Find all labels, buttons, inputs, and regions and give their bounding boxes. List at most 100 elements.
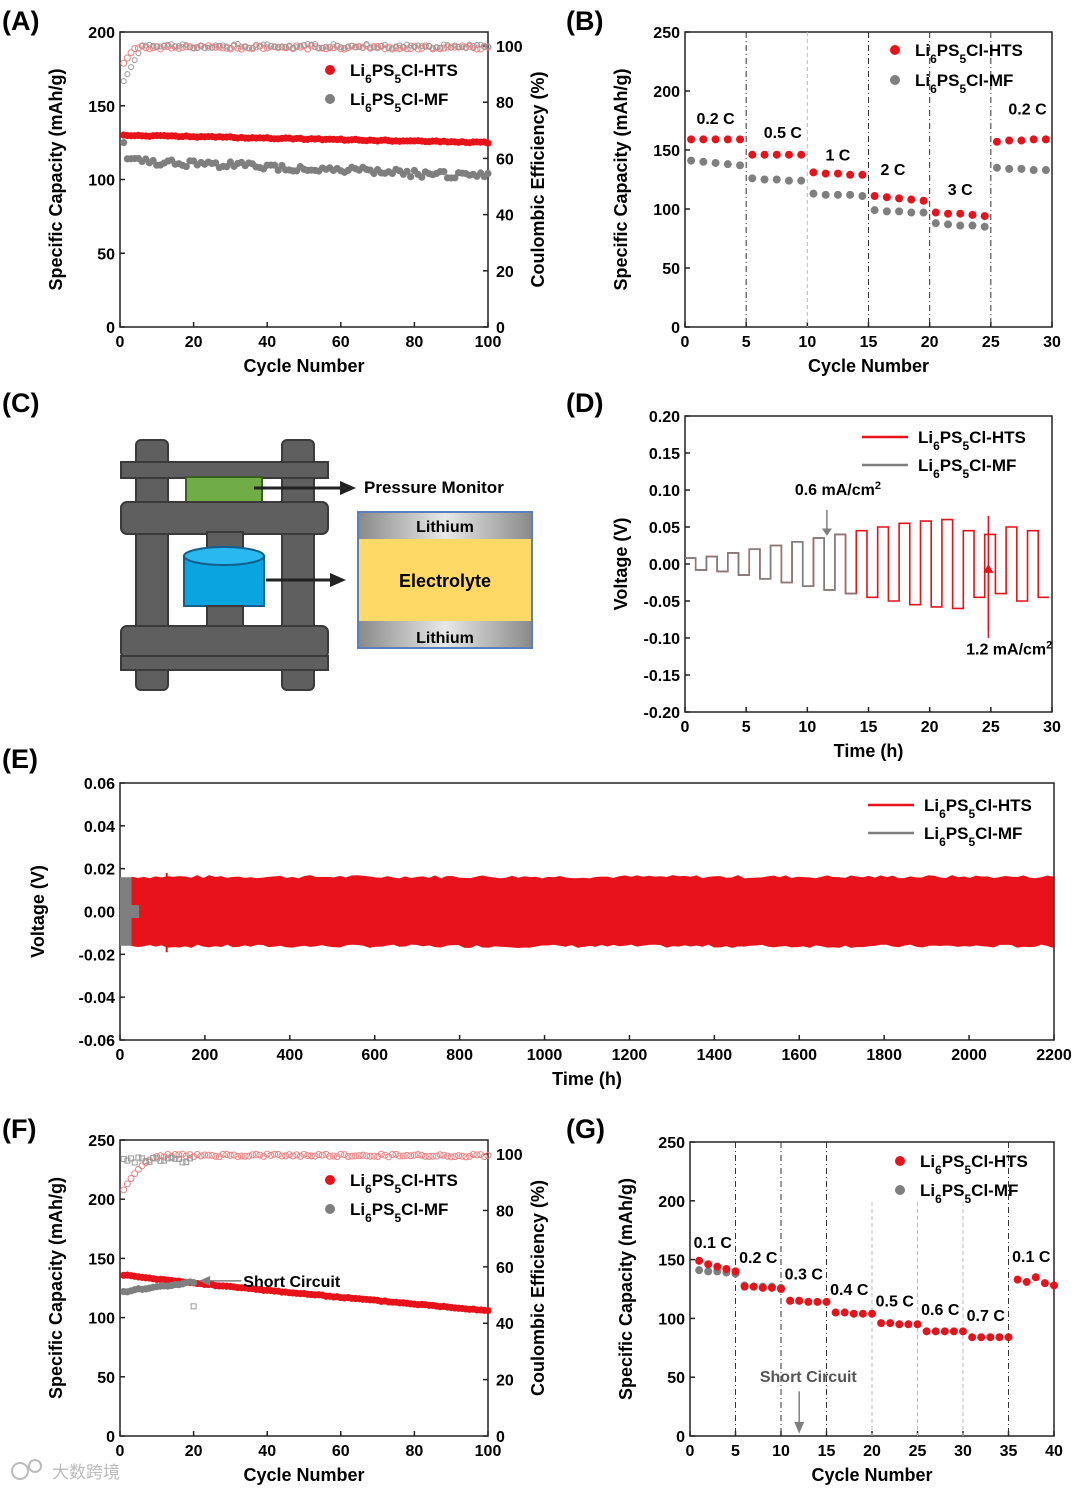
- y-right-tick-label: 80: [496, 1203, 514, 1220]
- ce-point-hts: [410, 1151, 418, 1159]
- ce-point-hts: [477, 1151, 485, 1159]
- capacity-point-hts: [813, 1297, 822, 1306]
- ce-point-mf: [175, 43, 182, 50]
- pressure-sensor: [185, 476, 263, 504]
- legend-marker-hts: [895, 1156, 905, 1166]
- capacity-point-hts: [749, 1282, 758, 1291]
- ce-point-hts: [127, 1174, 135, 1182]
- x-axis-label: Cycle Number: [243, 1465, 364, 1485]
- capacity-point-mf: [944, 220, 953, 229]
- capacity-point-mf: [846, 190, 855, 199]
- x-tick-label: 10: [798, 719, 816, 736]
- ce-point-hts: [260, 45, 268, 53]
- capacity-point-hts: [868, 1309, 876, 1318]
- ce-point-hts: [278, 1152, 286, 1160]
- ce-point-hts: [374, 43, 382, 51]
- ce-point-mf: [172, 1155, 179, 1162]
- ce-point-mf: [264, 41, 271, 48]
- capacity-point-hts: [882, 193, 891, 202]
- ce-point-mf: [356, 43, 363, 50]
- chart-g: 0 5 10 15 20 25 30 35 40 0 50 100 150 200 250 Cycle Num…: [616, 1135, 1063, 1485]
- ce-point-mf: [330, 41, 337, 48]
- short-circuit-arrow-head: [199, 1275, 211, 1286]
- ce-point-hts: [359, 1151, 367, 1159]
- ce-point-hts: [234, 1152, 242, 1160]
- cell-stack-frame: [357, 511, 533, 649]
- capacity-point-hts: [722, 1265, 731, 1274]
- legend-label-hts: Li6PS5Cl-HTS: [915, 41, 1023, 66]
- x-tick-label: 60: [332, 334, 350, 351]
- ce-point-hts: [421, 1152, 429, 1160]
- pressure-cell-schematic: Pressure Monitor Lithium Electrolyte Lit…: [120, 439, 533, 691]
- ce-point-mf: [186, 44, 193, 51]
- ce-point-mf: [341, 44, 348, 51]
- capacity-point-mf: [968, 221, 977, 230]
- ce-point-mf: [131, 57, 138, 64]
- x-axis-label: Cycle Number: [811, 1465, 932, 1485]
- ce-point-mf: [120, 78, 127, 85]
- ce-point-hts: [190, 1153, 198, 1161]
- legend-label-mf: Li6PS5Cl-MF: [350, 1200, 448, 1225]
- ce-point-mf: [304, 40, 311, 47]
- ce-point-hts: [466, 42, 474, 50]
- ce-point-mf: [157, 1157, 164, 1164]
- ce-point-hts: [377, 1150, 385, 1158]
- y-tick-label: -0.10: [644, 631, 681, 648]
- capacity-point-mf: [1005, 164, 1014, 173]
- ce-point-hts: [385, 1153, 393, 1161]
- capacity-point-mf: [484, 169, 492, 178]
- x-tick-label: 2200: [1036, 1047, 1072, 1064]
- ce-point-mf: [323, 43, 330, 50]
- legend-label-hts: Li6PS5Cl-HTS: [350, 61, 458, 86]
- ce-point-mf: [124, 71, 131, 78]
- x-tick-label: 60: [332, 1443, 350, 1460]
- ce-point-hts: [462, 1153, 470, 1161]
- pressure-monitor-label: Pressure Monitor: [364, 478, 504, 497]
- ce-point-mf: [470, 44, 477, 51]
- y-right-tick-label: 20: [496, 1373, 514, 1390]
- ce-point-mf: [315, 44, 322, 51]
- arrow-06-head: [821, 528, 832, 536]
- ce-point-hts: [226, 1151, 234, 1159]
- ce-point-hts: [425, 1153, 433, 1161]
- ce-point-mf: [238, 43, 245, 50]
- ce-point-hts: [407, 44, 415, 52]
- x-tick-label: 600: [361, 1047, 388, 1064]
- panel-label-g: (G): [566, 1114, 605, 1144]
- ce-point-hts: [414, 1150, 422, 1158]
- capacity-point-hts: [736, 135, 745, 144]
- lithium-bottom-layer: [359, 621, 531, 647]
- ce-point-hts: [204, 1151, 212, 1159]
- capacity-point-mf: [1017, 164, 1026, 173]
- capacity-point-mf: [704, 1267, 713, 1276]
- ce-point-hts: [263, 1150, 271, 1158]
- ce-point-hts: [300, 1150, 308, 1158]
- upper-press-plate: [120, 501, 329, 535]
- legend-label-mf: Li6PS5Cl-MF: [920, 1181, 1018, 1206]
- panel-label-e: (E): [2, 744, 38, 774]
- ce-point-hts: [322, 1150, 330, 1158]
- legend-marker-hts: [890, 45, 900, 55]
- ce-point-hts: [293, 42, 301, 50]
- rate-label: 0.1 C: [694, 1235, 733, 1252]
- capacity-point-mf: [882, 207, 891, 216]
- ce-point-hts: [429, 1152, 437, 1160]
- capacity-point-hts: [949, 1327, 958, 1336]
- ce-point-hts: [256, 1151, 264, 1159]
- capacity-point-mf: [956, 221, 965, 230]
- capacity-point-mf: [120, 139, 128, 147]
- capacity-point-mf: [736, 161, 745, 170]
- ce-point-mf: [157, 43, 164, 50]
- ce-point-hts: [175, 1151, 183, 1159]
- panel-label-f: (F): [2, 1114, 36, 1144]
- top-nut-plate: [120, 461, 329, 479]
- capacity-point-hts: [977, 1333, 986, 1342]
- x-tick-label: 35: [1000, 1443, 1018, 1460]
- ce-point-hts: [315, 1151, 323, 1159]
- ce-point-mf: [139, 42, 146, 49]
- lithium-top-label: Lithium: [416, 519, 474, 536]
- capacity-point-hts: [858, 170, 867, 179]
- ce-point-hts: [432, 1152, 440, 1160]
- ce-point-mf: [418, 43, 425, 50]
